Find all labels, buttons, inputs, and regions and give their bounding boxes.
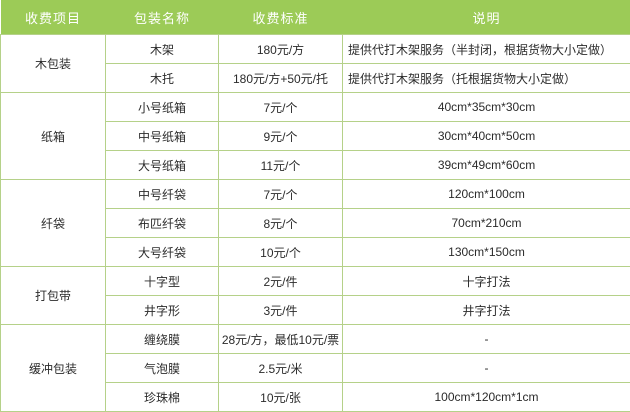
- note-cell: 100cm*120cm*1cm: [342, 382, 630, 412]
- table-row: 大号纤袋 10元/个 130cm*150cm: [1, 237, 630, 267]
- price-cell: 2元/件: [218, 266, 343, 296]
- package-name-cell: 大号纸箱: [105, 150, 219, 180]
- note-cell: 130cm*150cm: [342, 237, 630, 267]
- table-row: 井字形 3元/件 井字打法: [1, 295, 630, 325]
- table-row: 中号纸箱 9元/个 30cm*40cm*50cm: [1, 121, 630, 151]
- note-cell: 30cm*40cm*50cm: [342, 121, 630, 151]
- price-cell: 180元/方: [218, 34, 343, 64]
- header-description: 说明: [342, 0, 630, 35]
- package-name-cell: 井字形: [105, 295, 219, 325]
- header-row: 收费项目 包装名称 收费标准 说明: [0, 0, 630, 35]
- table-row: 打包带 十字型 2元/件 十字打法: [0, 266, 630, 325]
- note-cell: -: [342, 353, 630, 383]
- package-name-cell: 气泡膜: [105, 353, 219, 383]
- note-cell: 提供代打木架服务（半封闭，根据货物大小定做）: [342, 34, 630, 64]
- price-cell: 180元/方+50元/托: [218, 63, 343, 93]
- group-cell-carton: 纸箱: [0, 92, 106, 180]
- note-cell: 70cm*210cm: [342, 208, 630, 238]
- header-package-name: 包装名称: [105, 0, 219, 35]
- note-cell: -: [342, 324, 630, 354]
- price-cell: 3元/件: [218, 295, 343, 325]
- package-name-cell: 木架: [105, 34, 219, 64]
- note-cell: 120cm*100cm: [342, 179, 630, 209]
- note-cell: 井字打法: [342, 295, 630, 325]
- table-row: 布匹纤袋 8元/个 70cm*210cm: [1, 208, 630, 238]
- package-name-cell: 布匹纤袋: [105, 208, 219, 238]
- table-row: 珍珠棉 10元/张 100cm*120cm*1cm: [1, 382, 630, 412]
- price-cell: 9元/个: [218, 121, 343, 151]
- price-cell: 2.5元/米: [218, 353, 343, 383]
- note-cell: 40cm*35cm*30cm: [342, 92, 630, 122]
- price-cell: 28元/方，最低10元/票: [218, 324, 343, 354]
- table-row: 木包装 木架 180元/方 提供代打木架服务（半封闭，根据货物大小定做）: [0, 34, 630, 93]
- price-cell: 11元/个: [218, 150, 343, 180]
- group-cell-packing-strap: 打包带: [0, 266, 106, 325]
- group-cell-wood-packaging: 木包装: [0, 34, 106, 93]
- group-cell-cushion-packaging: 缓冲包装: [0, 324, 106, 412]
- note-cell: 39cm*49cm*60cm: [342, 150, 630, 180]
- table-row: 木托 180元/方+50元/托 提供代打木架服务（托根据货物大小定做）: [1, 63, 630, 93]
- price-cell: 7元/个: [218, 92, 343, 122]
- package-name-cell: 缠绕膜: [105, 324, 219, 354]
- package-name-cell: 中号纸箱: [105, 121, 219, 151]
- header-charge-standard: 收费标准: [218, 0, 343, 35]
- price-cell: 7元/个: [218, 179, 343, 209]
- package-name-cell: 木托: [105, 63, 219, 93]
- table-row: 气泡膜 2.5元/米 -: [1, 353, 630, 383]
- package-name-cell: 中号纤袋: [105, 179, 219, 209]
- package-name-cell: 十字型: [105, 266, 219, 296]
- header-charge-item: 收费项目: [0, 0, 106, 35]
- price-cell: 8元/个: [218, 208, 343, 238]
- group-cell-fiber-bag: 纤袋: [0, 179, 106, 267]
- price-cell: 10元/个: [218, 237, 343, 267]
- note-cell: 十字打法: [342, 266, 630, 296]
- table-row: 纤袋 中号纤袋 7元/个 120cm*100cm: [0, 179, 630, 267]
- table-row: 纸箱 小号纸箱 7元/个 40cm*35cm*30cm: [0, 92, 630, 180]
- note-cell: 提供代打木架服务（托根据货物大小定做）: [342, 63, 630, 93]
- package-name-cell: 小号纸箱: [105, 92, 219, 122]
- price-cell: 10元/张: [218, 382, 343, 412]
- table-row: 缓冲包装 缠绕膜 28元/方，最低10元/票 -: [0, 324, 630, 412]
- table-row: 大号纸箱 11元/个 39cm*49cm*60cm: [1, 150, 630, 180]
- package-name-cell: 珍珠棉: [105, 382, 219, 412]
- package-name-cell: 大号纤袋: [105, 237, 219, 267]
